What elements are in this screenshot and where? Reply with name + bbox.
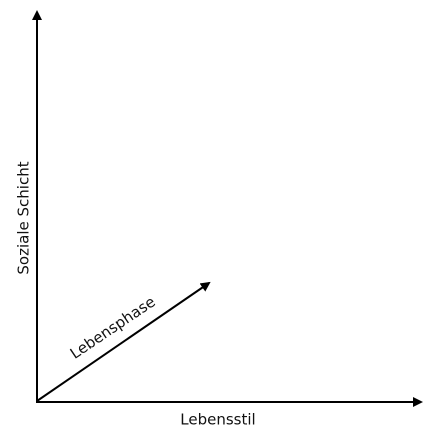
diagonal-axis: [36, 281, 211, 402]
horizontal-axis-label: Lebensstil: [180, 411, 255, 428]
vertical-axis-label: Soziale Schicht: [15, 161, 33, 274]
